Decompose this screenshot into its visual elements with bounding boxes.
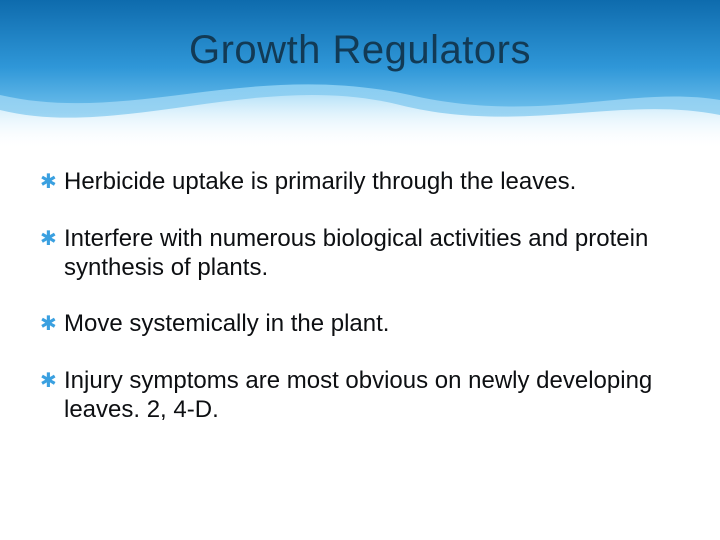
- bullet-item: ✱ Move systemically in the plant.: [40, 310, 680, 339]
- title-band: Growth Regulators: [0, 0, 720, 150]
- slide-content: ✱ Herbicide uptake is primarily through …: [40, 168, 680, 453]
- bullet-marker-icon: ✱: [40, 225, 64, 253]
- bullet-text: Injury symptoms are most obvious on newl…: [64, 367, 680, 425]
- bullet-marker-icon: ✱: [40, 310, 64, 338]
- bullet-marker-icon: ✱: [40, 168, 64, 196]
- bullet-item: ✱ Injury symptoms are most obvious on ne…: [40, 367, 680, 425]
- slide: Growth Regulators ✱ Herbicide uptake is …: [0, 0, 720, 540]
- bullet-marker-icon: ✱: [40, 367, 64, 395]
- bullet-text: Herbicide uptake is primarily through th…: [64, 168, 680, 197]
- bullet-text: Move systemically in the plant.: [64, 310, 680, 339]
- bullet-text: Interfere with numerous biological activ…: [64, 225, 680, 283]
- bullet-item: ✱ Herbicide uptake is primarily through …: [40, 168, 680, 197]
- slide-title: Growth Regulators: [0, 28, 720, 73]
- bullet-item: ✱ Interfere with numerous biological act…: [40, 225, 680, 283]
- wave-background: [0, 0, 720, 150]
